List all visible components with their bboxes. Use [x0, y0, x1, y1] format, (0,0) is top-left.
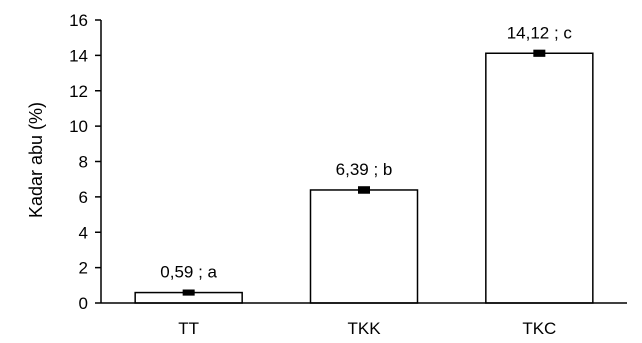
y-tick-label: 16 — [69, 11, 88, 30]
data-label-tkc: 14,12 ; c — [507, 23, 573, 42]
y-axis-ticks: 0 2 4 6 8 10 12 14 16 — [69, 11, 101, 313]
bar-tkc — [485, 52, 594, 304]
x-category-label-tt: TT — [178, 319, 199, 338]
x-axis-labels: TT TKK TKC — [178, 319, 556, 338]
y-tick-label: 2 — [79, 259, 88, 278]
x-category-label-tkk: TKK — [347, 319, 381, 338]
y-tick-label: 10 — [69, 117, 88, 136]
y-tick-label: 6 — [79, 188, 88, 207]
y-axis-title: Kadar abu (%) — [26, 102, 46, 218]
data-label-tt: 0,59 ; a — [160, 263, 217, 282]
y-tick-label: 0 — [79, 294, 88, 313]
data-label-tkk: 6,39 ; b — [336, 160, 393, 179]
bars-group: 0,59 ; a 6,39 ; b 14,12 ; c — [134, 23, 594, 304]
y-tick-label: 4 — [79, 223, 88, 242]
x-category-label-tkc: TKC — [522, 319, 556, 338]
y-tick-label: 8 — [79, 153, 88, 172]
y-tick-label: 12 — [69, 82, 88, 101]
y-tick-label: 14 — [69, 46, 88, 65]
bar-tkk — [309, 189, 419, 304]
